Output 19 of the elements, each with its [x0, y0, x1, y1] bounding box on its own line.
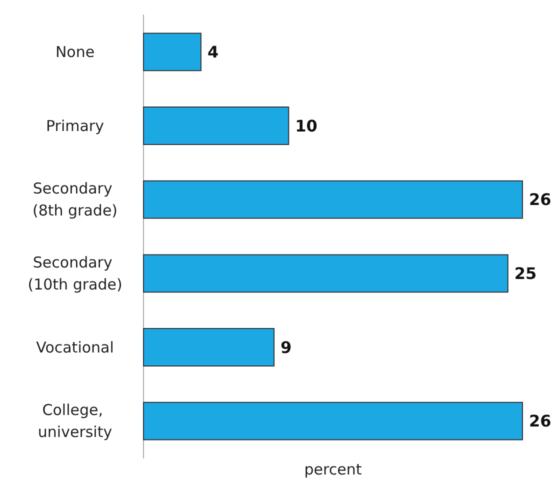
y-tick-label: None [55, 42, 95, 61]
data-label: 25 [514, 264, 537, 283]
x-axis-title: percent [304, 460, 362, 478]
bar [143, 402, 523, 440]
bar [143, 328, 275, 366]
data-label: 26 [529, 412, 552, 431]
data-label: 9 [280, 338, 292, 357]
y-tick-label: College, university [38, 401, 112, 442]
data-label: 4 [207, 42, 219, 62]
y-tick-label: Vocational [36, 338, 114, 356]
data-label: 26 [529, 190, 552, 210]
y-tick-label: Secondary (8th grade) [32, 180, 118, 220]
y-tick-label: Secondary (10th grade) [28, 253, 122, 294]
data-label: 10 [295, 116, 318, 136]
y-tick-label: Primary [46, 116, 104, 135]
bar [143, 32, 202, 72]
bar [143, 180, 523, 219]
bar [143, 254, 508, 293]
bar [143, 106, 290, 145]
